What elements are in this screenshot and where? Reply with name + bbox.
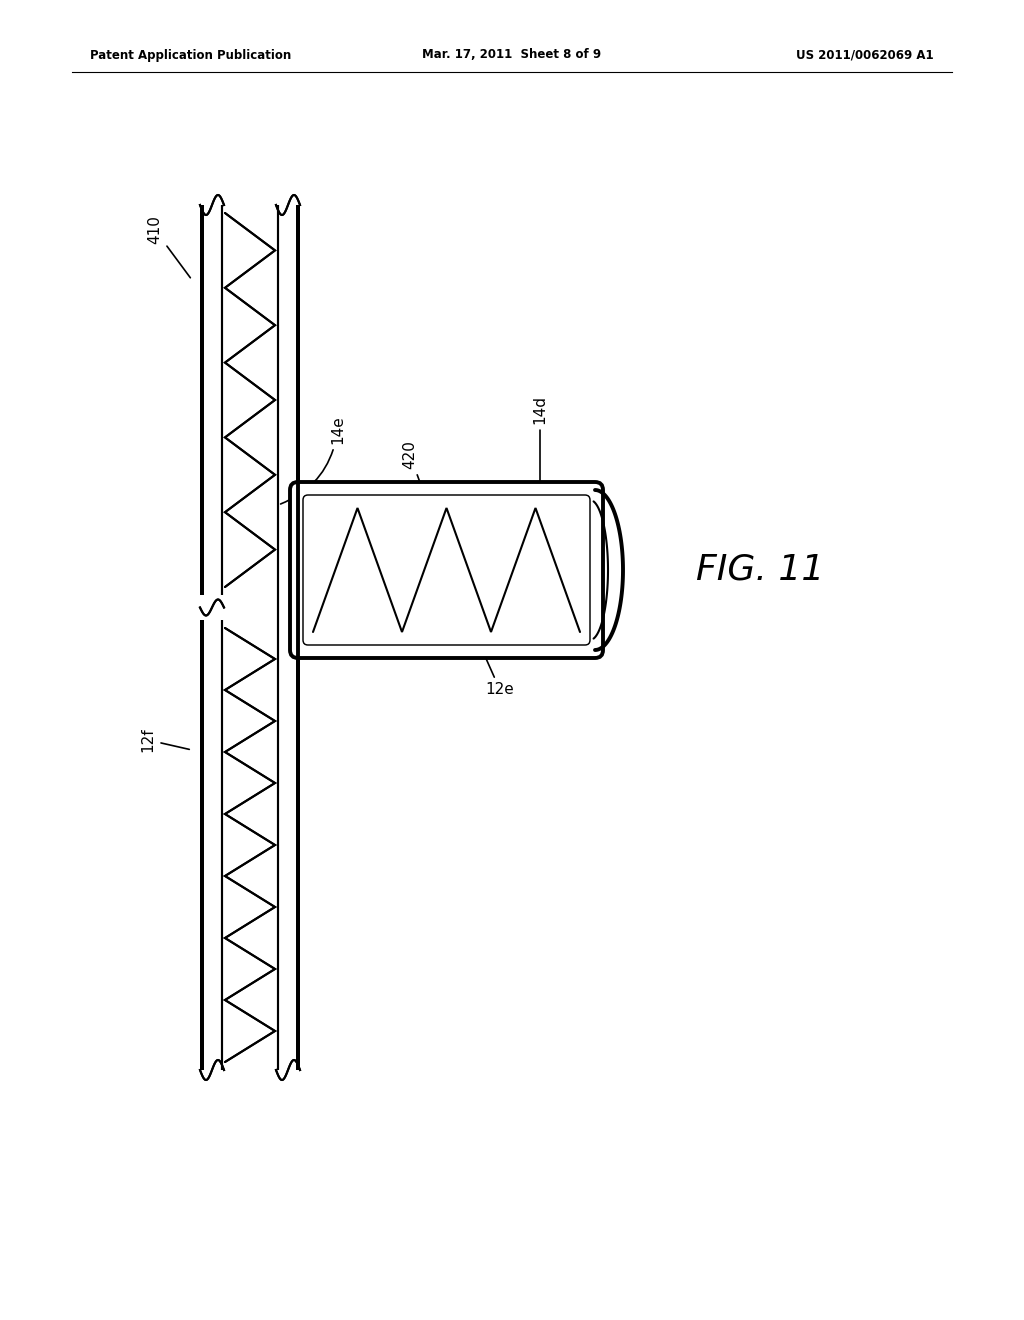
FancyBboxPatch shape <box>290 482 603 657</box>
Text: Mar. 17, 2011  Sheet 8 of 9: Mar. 17, 2011 Sheet 8 of 9 <box>423 49 601 62</box>
Text: 12f: 12f <box>140 727 189 752</box>
Text: FIG. 11: FIG. 11 <box>696 553 824 587</box>
Text: US 2011/0062069 A1: US 2011/0062069 A1 <box>797 49 934 62</box>
FancyBboxPatch shape <box>303 495 590 645</box>
Text: 420: 420 <box>402 441 429 506</box>
Text: 14e: 14e <box>281 416 345 504</box>
Text: 410: 410 <box>147 215 190 277</box>
Text: 12e: 12e <box>481 648 514 697</box>
Text: 14d: 14d <box>532 396 548 492</box>
Text: Patent Application Publication: Patent Application Publication <box>90 49 291 62</box>
Bar <box>293 484 600 655</box>
